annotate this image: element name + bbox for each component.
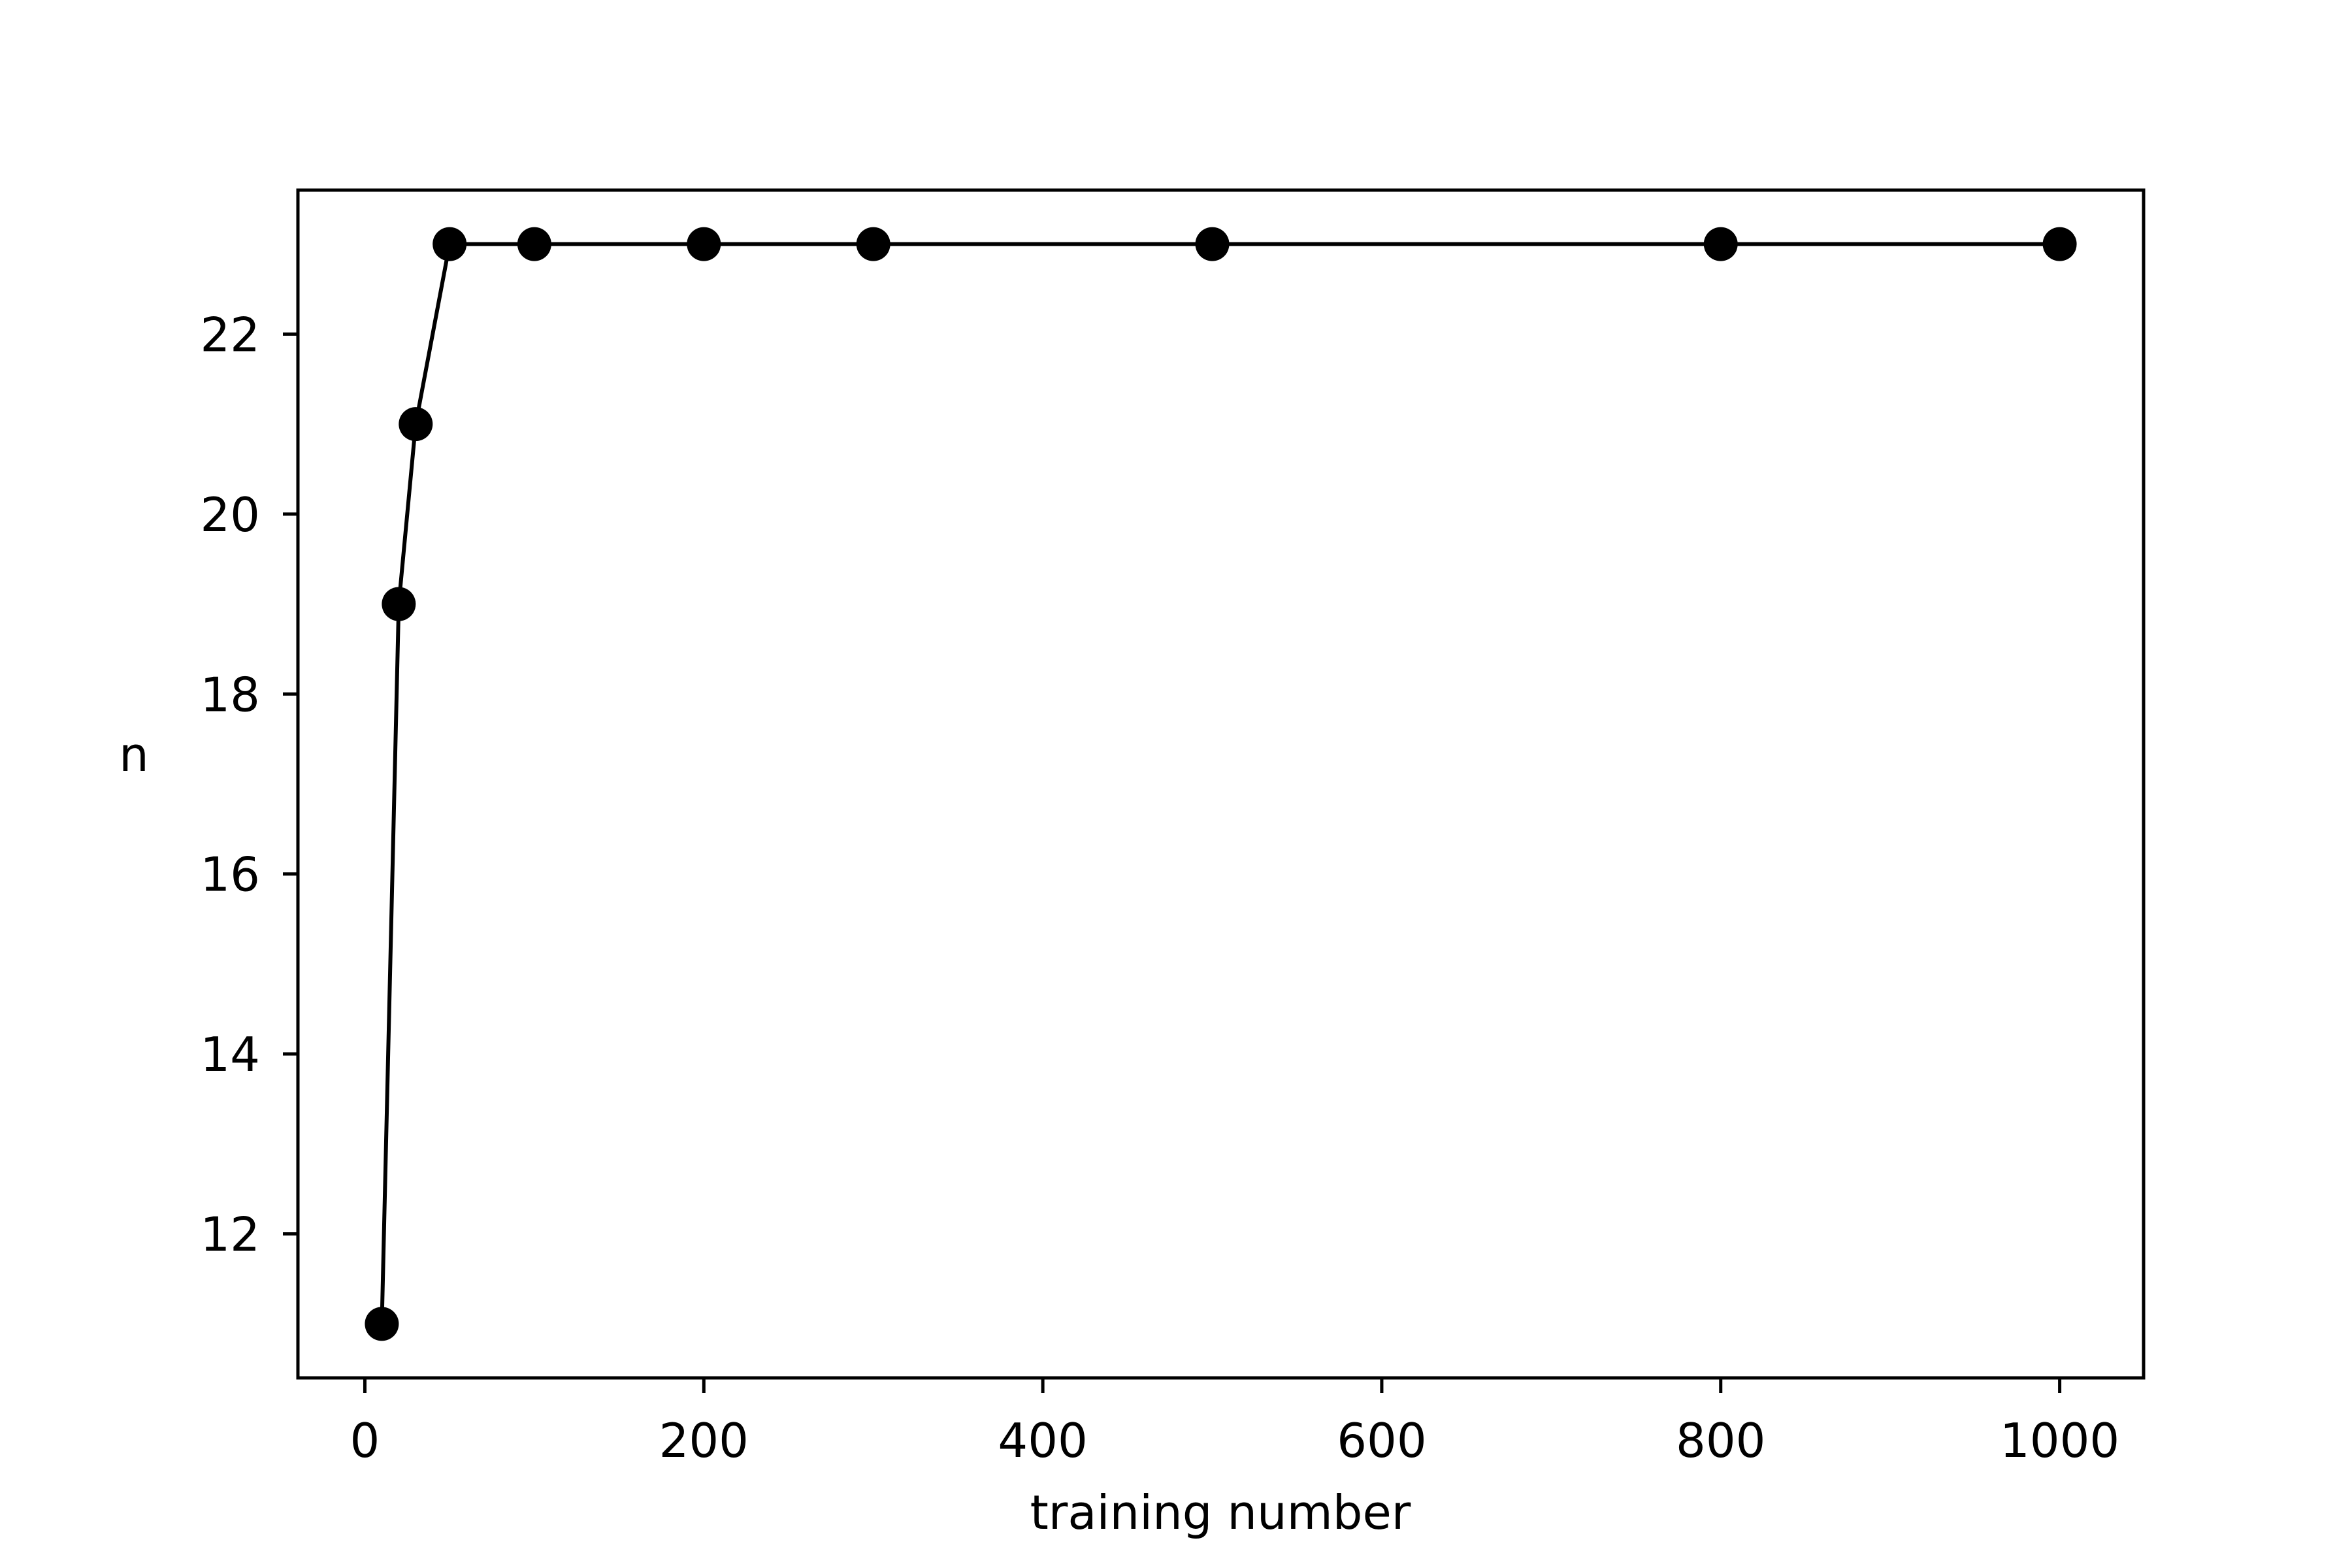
marker <box>856 227 890 261</box>
marker <box>382 587 416 621</box>
marker <box>1195 227 1230 261</box>
marker <box>365 1307 399 1341</box>
x-tick-label: 0 <box>350 1413 380 1468</box>
y-tick-label: 20 <box>200 487 260 542</box>
marker <box>517 227 551 261</box>
marker <box>2042 227 2077 261</box>
marker <box>687 227 721 261</box>
marker <box>1703 227 1738 261</box>
x-tick-label: 200 <box>659 1413 749 1468</box>
line <box>380 242 2060 1324</box>
y-tick-label: 14 <box>200 1027 260 1082</box>
y-tick-label: 12 <box>200 1207 260 1262</box>
y-tick-label: 18 <box>200 667 260 722</box>
x-tick-label: 800 <box>1676 1413 1765 1468</box>
x-tick-label: 400 <box>998 1413 1087 1468</box>
x-tick-label: 600 <box>1337 1413 1426 1468</box>
x-tick-label: 1000 <box>2000 1413 2119 1468</box>
marker <box>433 227 467 261</box>
y-axis-label: n <box>119 727 149 782</box>
marker <box>399 407 433 442</box>
x-axis-label: training number <box>1030 1485 1411 1540</box>
plot-frame <box>296 188 2146 1380</box>
y-tick-label: 22 <box>200 307 260 362</box>
y-tick-label: 16 <box>200 847 260 902</box>
